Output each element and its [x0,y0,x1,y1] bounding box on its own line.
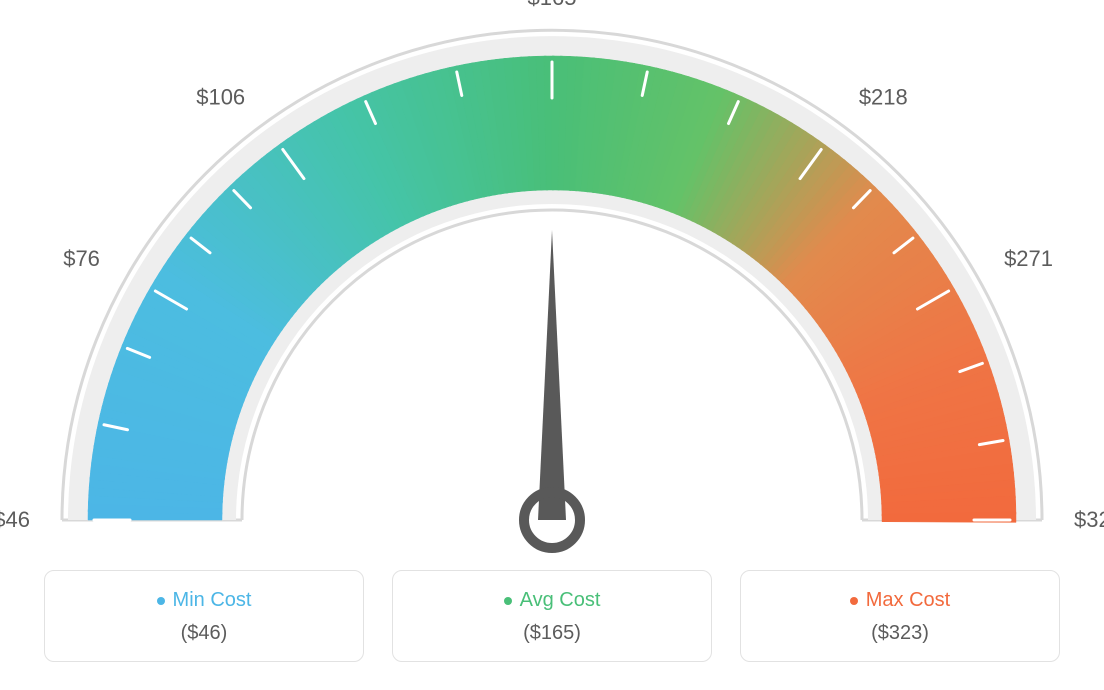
legend-card-avg: Avg Cost ($165) [392,570,712,662]
gauge-needle [538,230,566,520]
legend-title-max: Max Cost [850,589,950,612]
gauge-tick-label: $271 [1004,246,1053,271]
legend-title-avg: Avg Cost [504,589,601,612]
dot-icon [157,597,165,605]
legend-card-min: Min Cost ($46) [44,570,364,662]
gauge-tick-label: $46 [0,507,30,532]
legend-label: Max Cost [866,589,950,612]
legend-row: Min Cost ($46) Avg Cost ($165) Max Cost … [0,570,1104,662]
gauge-tick-label: $106 [196,85,245,110]
cost-gauge-widget: $46 $76 $106 $165 $218 $271 $323 Min Cost ($46… [0,0,1104,690]
gauge-tick-label: $165 [528,0,577,10]
gauge-chart: $46 $76 $106 $165 $218 $271 $323 [0,0,1104,560]
legend-card-max: Max Cost ($323) [740,570,1060,662]
legend-title-min: Min Cost [157,589,252,612]
dot-icon [504,597,512,605]
gauge-tick-label: $323 [1074,507,1104,532]
legend-label: Min Cost [173,589,252,612]
legend-value: ($323) [751,622,1049,645]
legend-label: Avg Cost [520,589,601,612]
gauge-tick-label: $218 [859,85,908,110]
dot-icon [850,597,858,605]
legend-value: ($165) [403,622,701,645]
legend-value: ($46) [55,622,353,645]
gauge-tick-label: $76 [63,246,100,271]
